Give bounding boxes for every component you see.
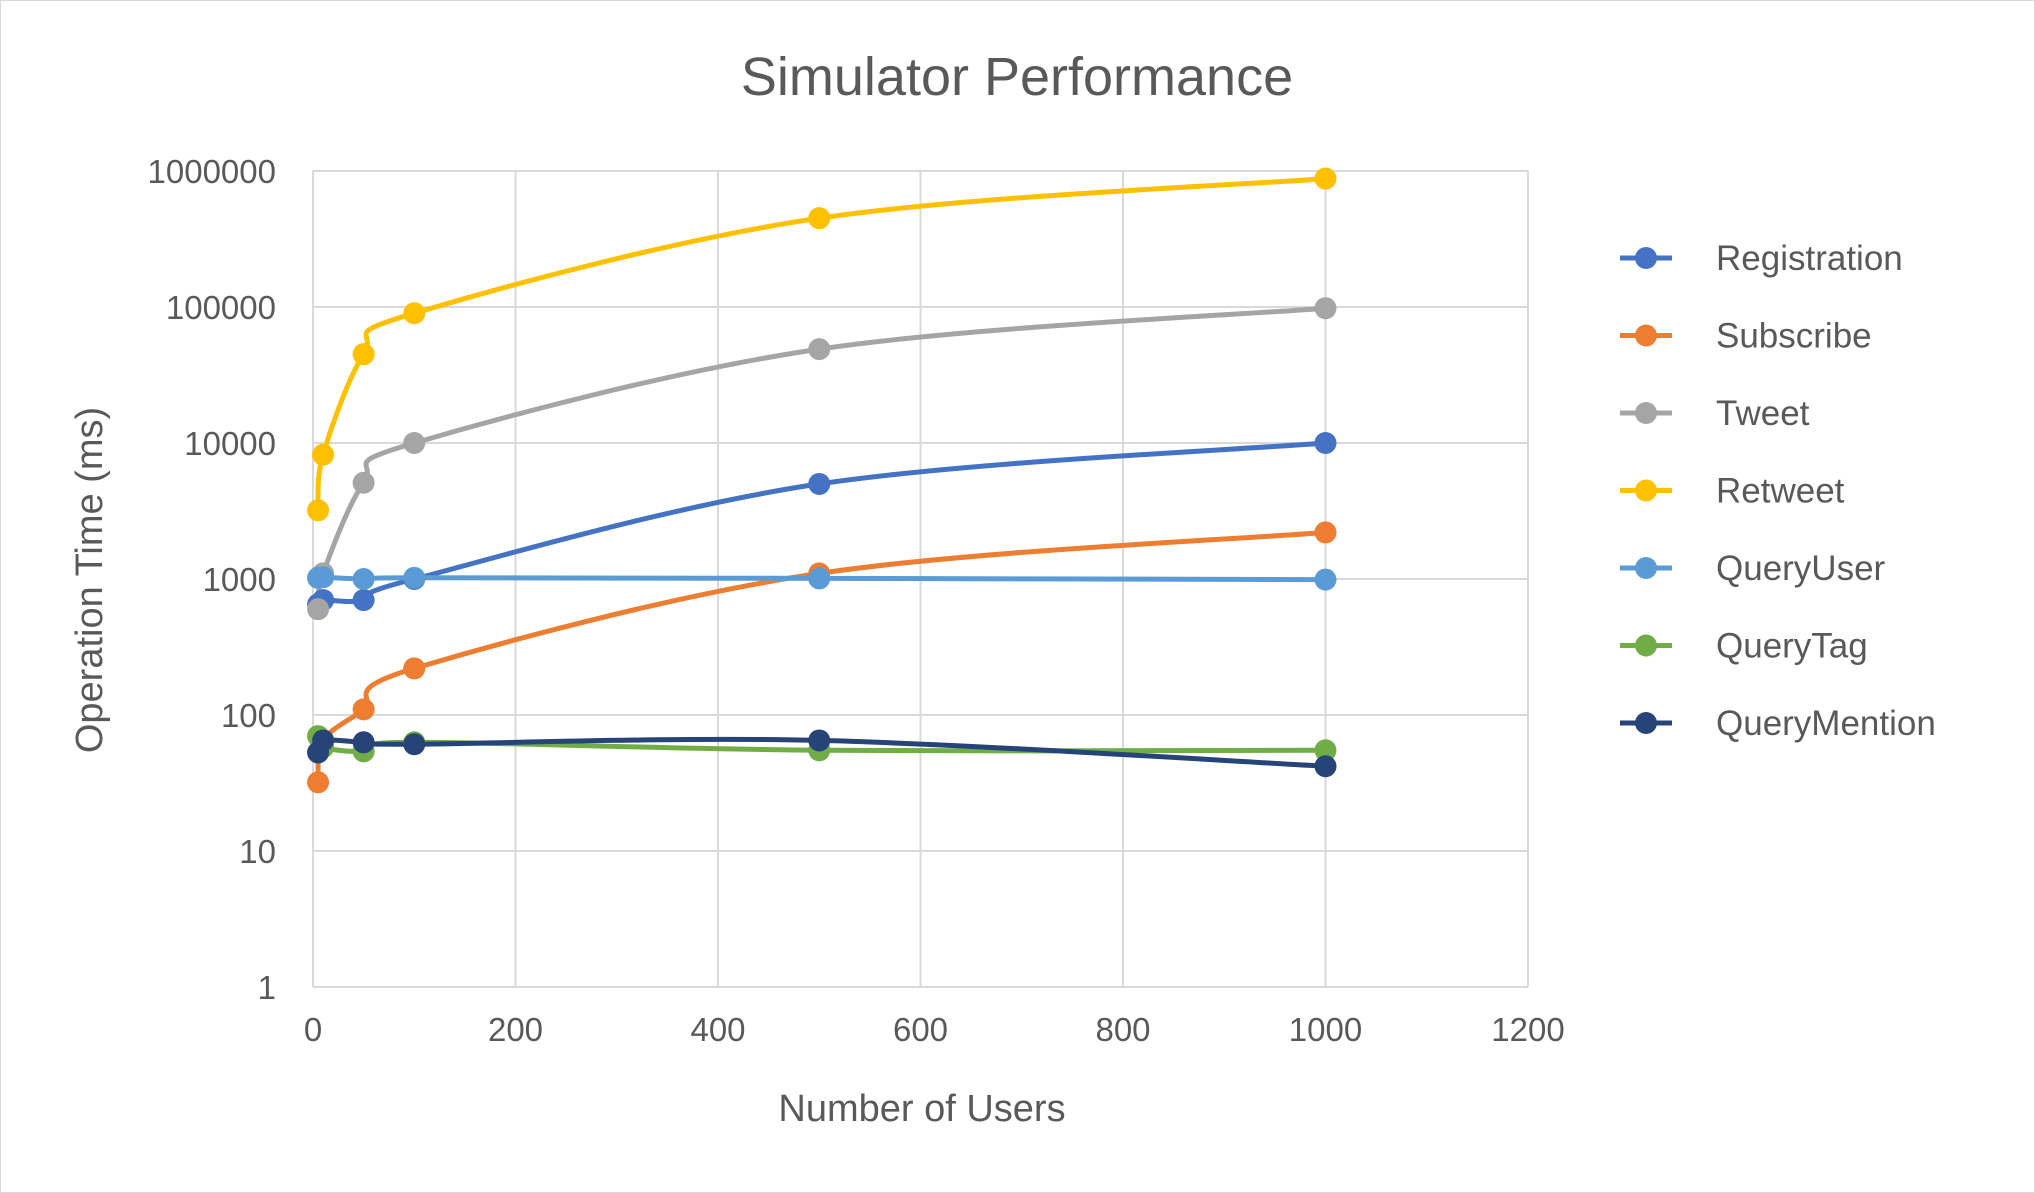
y-tick-label: 10000 bbox=[184, 425, 276, 462]
data-point-retweet bbox=[403, 302, 426, 325]
data-point-querymention bbox=[352, 731, 375, 754]
data-point-queryuser bbox=[403, 566, 426, 589]
series-points bbox=[307, 167, 1337, 794]
x-tick-label: 600 bbox=[893, 1011, 948, 1048]
data-point-querymention bbox=[312, 729, 335, 752]
legend-marker-registration bbox=[1635, 247, 1657, 269]
data-point-tweet bbox=[307, 598, 330, 621]
legend: Registration Subscribe Tweet Retweet QueryUs… bbox=[1620, 239, 1936, 743]
y-tick-label: 1000 bbox=[203, 561, 276, 598]
data-point-querymention bbox=[403, 733, 426, 756]
legend-label-registration: Registration bbox=[1716, 239, 1903, 278]
data-point-tweet bbox=[1314, 297, 1337, 320]
x-tick-label: 200 bbox=[488, 1011, 543, 1048]
data-point-queryuser bbox=[352, 568, 375, 590]
data-point-tweet bbox=[808, 338, 831, 361]
x-tick-label: 0 bbox=[304, 1011, 322, 1048]
series-line-subscribe bbox=[315, 529, 1328, 785]
data-point-retweet bbox=[307, 499, 330, 522]
data-point-retweet bbox=[352, 343, 375, 366]
legend-label-subscribe: Subscribe bbox=[1716, 317, 1872, 356]
data-point-registration bbox=[352, 589, 375, 612]
series-line-retweet bbox=[315, 176, 1328, 513]
legend-label-querytag: QueryTag bbox=[1716, 627, 1868, 666]
legend-label-queryuser: QueryUser bbox=[1716, 549, 1886, 588]
x-tick-label: 800 bbox=[1095, 1011, 1150, 1048]
data-point-retweet bbox=[1314, 167, 1337, 190]
data-point-queryuser bbox=[808, 567, 831, 590]
data-point-subscribe bbox=[307, 771, 330, 794]
legend-marker-querymention bbox=[1635, 712, 1657, 734]
legend-marker-retweet bbox=[1635, 479, 1657, 502]
x-axis-ticks: 0 200 400 600 800 1000 1200 bbox=[304, 1011, 1565, 1048]
legend-marker-tweet bbox=[1635, 402, 1657, 424]
legend-label-retweet: Retweet bbox=[1716, 472, 1845, 511]
legend-marker-subscribe bbox=[1635, 324, 1657, 347]
y-tick-label: 100 bbox=[221, 697, 276, 734]
data-point-registration bbox=[1314, 432, 1337, 454]
data-point-queryuser bbox=[312, 566, 335, 589]
legend-label-tweet: Tweet bbox=[1716, 394, 1810, 433]
x-tick-label: 1000 bbox=[1289, 1011, 1362, 1048]
legend-label-querymention: QueryMention bbox=[1716, 704, 1936, 743]
y-tick-label: 100000 bbox=[166, 289, 276, 326]
legend-marker-queryuser bbox=[1635, 557, 1657, 579]
legend-marker-querytag bbox=[1635, 634, 1657, 657]
chart-title: Simulator Performance bbox=[741, 47, 1293, 107]
x-axis-title: Number of Users bbox=[778, 1088, 1065, 1130]
data-point-subscribe bbox=[352, 698, 375, 721]
data-point-tweet bbox=[352, 471, 375, 494]
y-tick-label: 10 bbox=[239, 833, 276, 870]
data-point-registration bbox=[808, 472, 831, 495]
data-point-tweet bbox=[403, 432, 426, 454]
series-line-tweet bbox=[315, 305, 1328, 612]
y-tick-label: 1000000 bbox=[148, 153, 276, 190]
data-point-queryuser bbox=[1314, 568, 1337, 591]
x-tick-label: 400 bbox=[690, 1011, 745, 1048]
y-axis-title: Operation Time (ms) bbox=[69, 407, 111, 753]
x-tick-label: 1200 bbox=[1491, 1011, 1564, 1048]
data-point-querytag bbox=[1314, 739, 1337, 762]
data-point-retweet bbox=[312, 443, 335, 466]
data-point-querymention bbox=[808, 729, 831, 752]
y-tick-label: 1 bbox=[258, 969, 276, 1006]
data-point-subscribe bbox=[403, 657, 426, 680]
data-point-retweet bbox=[808, 207, 831, 230]
data-point-subscribe bbox=[1314, 521, 1337, 544]
data-point-querymention bbox=[1314, 755, 1337, 778]
y-axis-ticks: 1 10 100 1000 10000 100000 1000000 bbox=[148, 153, 276, 1006]
